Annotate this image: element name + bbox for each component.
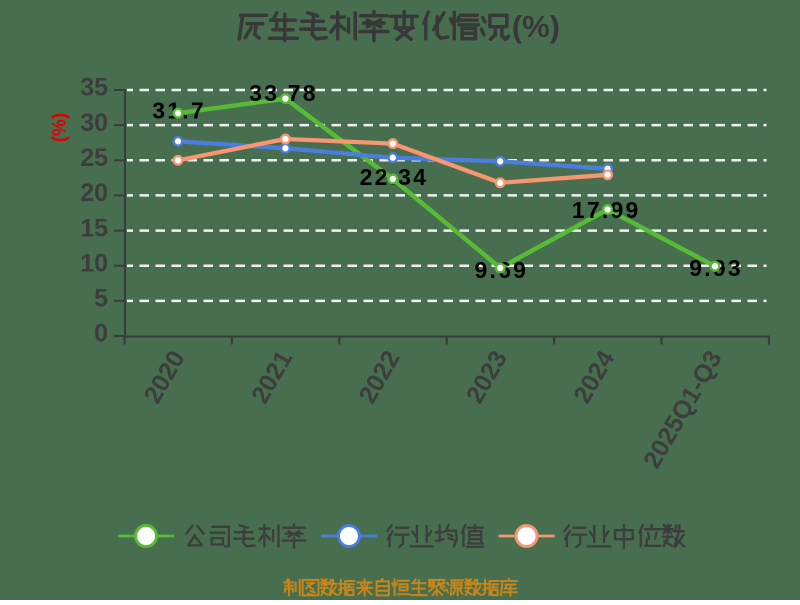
svg-text:0: 0 — [94, 320, 108, 348]
svg-text:(%): (%) — [50, 113, 71, 143]
svg-text:35: 35 — [80, 74, 108, 102]
svg-text:20: 20 — [80, 179, 108, 207]
svg-text:25: 25 — [80, 144, 108, 172]
svg-text:5: 5 — [94, 285, 108, 313]
svg-text:(%): (%) — [512, 9, 560, 44]
svg-text:10: 10 — [80, 249, 108, 277]
svg-text:15: 15 — [80, 214, 108, 242]
svg-text:30: 30 — [80, 109, 108, 137]
